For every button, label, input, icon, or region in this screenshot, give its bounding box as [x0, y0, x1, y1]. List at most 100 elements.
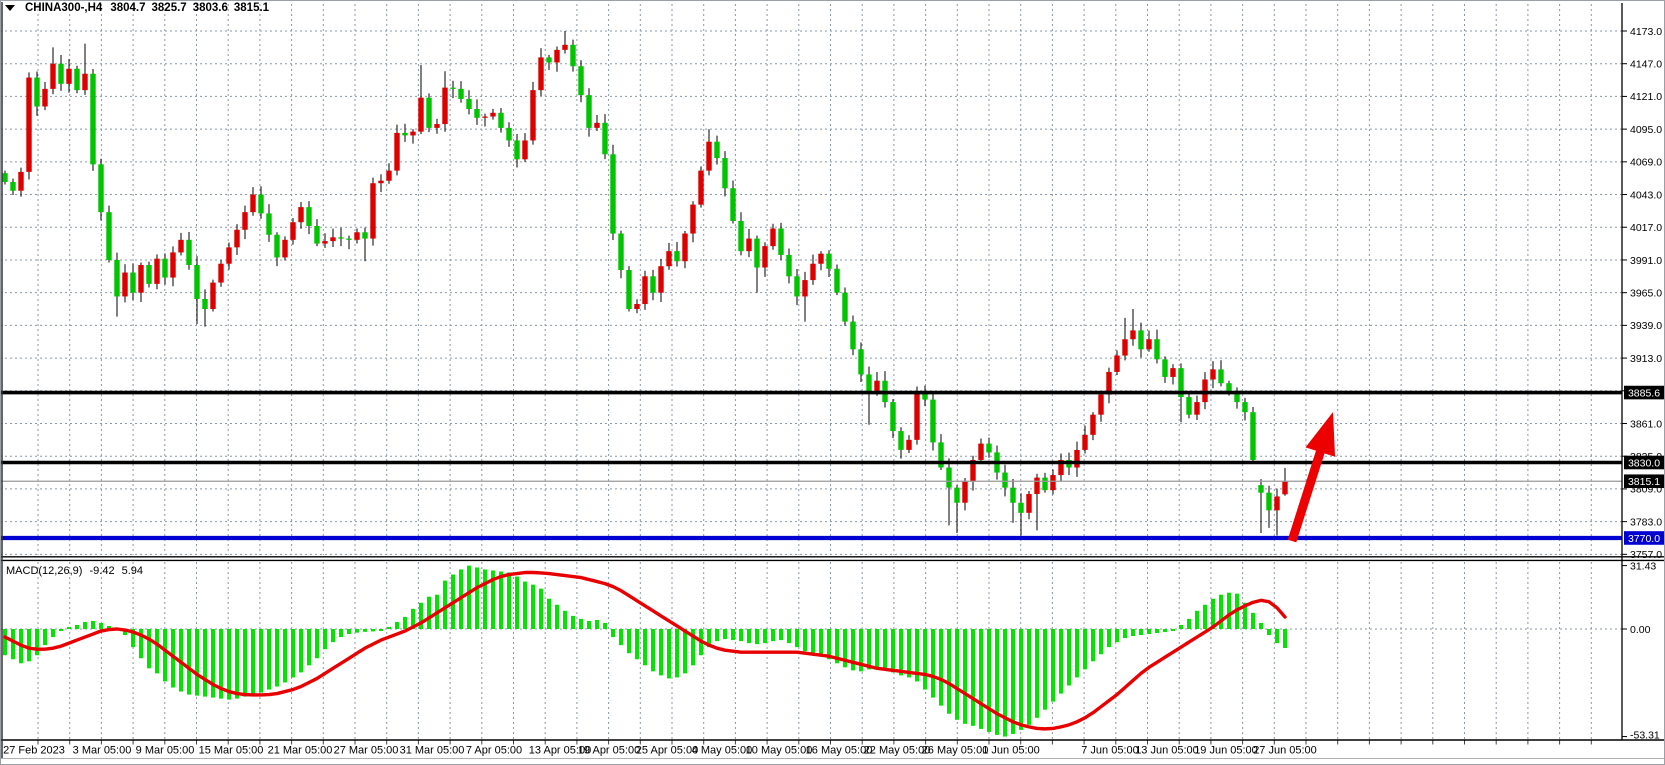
- macd-bar: [227, 629, 231, 700]
- candle-body: [50, 63, 56, 89]
- candle-body: [522, 140, 528, 160]
- macd-signal-value: 5.94: [121, 565, 144, 577]
- time-label: 25 Apr 05:00: [636, 745, 698, 757]
- candle-body: [938, 442, 944, 468]
- macd-bar: [1123, 629, 1127, 639]
- trend-arrow-shaft[interactable]: [1287, 444, 1327, 543]
- candle-body: [650, 276, 656, 293]
- chart-title-bar: CHINA300-,H4 3804.7 3825.7 3803.6 3815.1: [5, 2, 269, 14]
- macd-bar: [1067, 629, 1071, 686]
- price-line-badge: [1624, 531, 1664, 545]
- price-tick-label: 4095.0: [1630, 124, 1662, 136]
- candle-body: [234, 229, 240, 248]
- candle-body: [178, 239, 184, 253]
- macd-bar: [1147, 629, 1151, 635]
- candle-body: [34, 77, 40, 107]
- candle-body: [274, 234, 280, 258]
- candle-body: [2, 173, 8, 182]
- macd-bar: [1083, 629, 1087, 670]
- macd-bar: [315, 629, 319, 659]
- macd-bar: [1011, 629, 1015, 734]
- candle-body: [546, 57, 552, 63]
- time-label: 1 Jun 05:00: [982, 745, 1040, 757]
- macd-bar: [795, 629, 799, 648]
- candle-body: [266, 213, 272, 235]
- candle-body: [1226, 383, 1232, 391]
- candle-body: [370, 183, 376, 239]
- candle-body: [914, 392, 920, 440]
- macd-bar: [539, 588, 543, 629]
- macd-bar: [27, 629, 31, 662]
- macd-bar: [1275, 629, 1279, 644]
- candle-body: [258, 194, 264, 214]
- candle-body: [722, 158, 728, 189]
- macd-main-value: -9.42: [89, 565, 115, 577]
- macd-bar: [403, 616, 407, 629]
- price-tick-label: 3757.0: [1630, 549, 1662, 561]
- macd-bar: [531, 584, 535, 629]
- macd-bar: [963, 629, 967, 724]
- macd-bar: [35, 629, 39, 656]
- candle-body: [890, 402, 896, 432]
- macd-bar: [235, 629, 239, 699]
- macd-bar: [1251, 612, 1255, 629]
- macd-bar: [923, 629, 927, 690]
- candle-body: [762, 246, 768, 268]
- candle-body: [410, 131, 416, 136]
- macd-bar: [1163, 629, 1167, 633]
- price-line-badge: [1624, 474, 1664, 489]
- macd-bar: [1211, 598, 1215, 629]
- candle-body: [1194, 402, 1200, 415]
- macd-bar: [939, 629, 943, 706]
- candle-body: [186, 239, 192, 265]
- macd-bar: [75, 624, 79, 629]
- candle-body: [226, 247, 232, 264]
- candle-body: [74, 68, 80, 91]
- time-label: 15 Mar 05:00: [199, 745, 264, 757]
- candle-body: [42, 88, 48, 107]
- candle-body: [754, 238, 760, 268]
- candle-body: [954, 487, 960, 503]
- candle-body: [1138, 330, 1144, 350]
- candle-body: [1210, 369, 1216, 380]
- candle-body: [738, 220, 744, 252]
- macd-bar: [1107, 629, 1111, 648]
- macd-bar: [851, 629, 855, 671]
- macd-indicator-label: MACD(12,26,9) -9.42 5.94: [6, 565, 147, 577]
- candle-body: [530, 90, 536, 141]
- candle-body: [1154, 339, 1160, 360]
- macd-bar: [987, 629, 991, 732]
- time-label: 27 Mar 05:00: [334, 745, 399, 757]
- price-badge-label: 3815.1: [1628, 476, 1660, 488]
- candle-body: [826, 253, 832, 269]
- macd-bar: [219, 629, 223, 699]
- candle-body: [162, 258, 168, 278]
- macd-bar: [555, 604, 559, 629]
- macd-bar: [1115, 629, 1119, 643]
- candle-body: [1146, 339, 1152, 350]
- macd-bar: [347, 629, 351, 635]
- macd-bar: [763, 629, 767, 644]
- one-click-trading-arrow-icon[interactable]: [5, 5, 15, 11]
- trend-arrow-head[interactable]: [1305, 412, 1336, 457]
- macd-bar: [3, 629, 7, 656]
- candle-body: [626, 270, 632, 310]
- candle-body: [906, 439, 912, 450]
- macd-bar: [1099, 629, 1103, 655]
- candle-body: [842, 292, 848, 322]
- candle-body: [1090, 414, 1096, 435]
- macd-bar: [723, 629, 727, 640]
- macd-bar: [955, 629, 959, 720]
- candle-body: [594, 122, 600, 128]
- macd-bar: [867, 629, 871, 670]
- time-label: 27 Jun 05:00: [1253, 745, 1317, 757]
- candle-body: [1170, 368, 1176, 377]
- price-line-badge: [1624, 455, 1664, 470]
- macd-bar: [643, 629, 647, 666]
- time-label: 16 May 05:00: [806, 745, 873, 757]
- macd-bar: [659, 629, 663, 676]
- macd-bar: [1259, 622, 1263, 629]
- candle-body: [1258, 485, 1264, 493]
- candle-body: [1106, 371, 1112, 395]
